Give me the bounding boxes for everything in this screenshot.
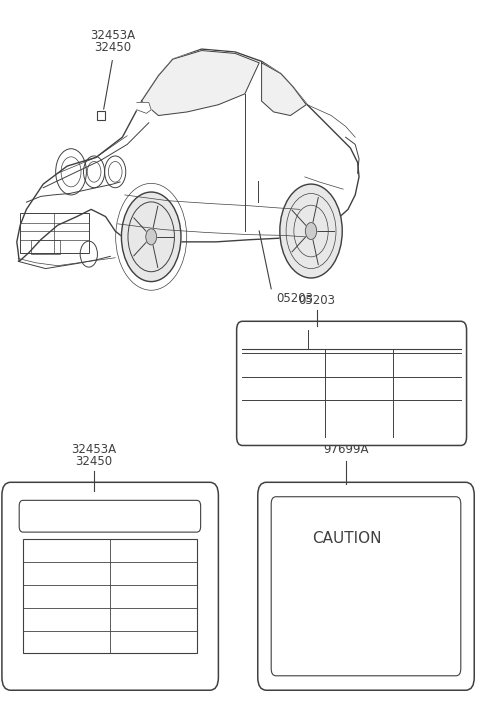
Text: CAUTION: CAUTION xyxy=(312,531,382,546)
Circle shape xyxy=(305,222,317,240)
Circle shape xyxy=(280,184,342,278)
FancyBboxPatch shape xyxy=(19,500,201,532)
FancyBboxPatch shape xyxy=(271,497,461,676)
Polygon shape xyxy=(17,49,359,261)
Text: 05203: 05203 xyxy=(276,292,313,305)
FancyBboxPatch shape xyxy=(237,321,467,445)
Circle shape xyxy=(146,229,156,245)
FancyBboxPatch shape xyxy=(2,482,218,690)
Bar xyxy=(31,240,60,254)
Text: 32450: 32450 xyxy=(94,41,132,54)
Polygon shape xyxy=(142,51,259,116)
Text: 32453A: 32453A xyxy=(90,29,135,42)
Text: 32453A: 32453A xyxy=(71,443,116,456)
Text: 05203: 05203 xyxy=(298,294,336,307)
Polygon shape xyxy=(137,103,151,113)
Bar xyxy=(20,213,89,253)
Bar xyxy=(97,111,105,120)
Text: 32450: 32450 xyxy=(75,455,112,468)
Polygon shape xyxy=(262,63,306,116)
Text: 97699A: 97699A xyxy=(323,443,368,456)
Bar xyxy=(23,539,197,653)
Circle shape xyxy=(121,192,181,282)
FancyBboxPatch shape xyxy=(258,482,474,690)
